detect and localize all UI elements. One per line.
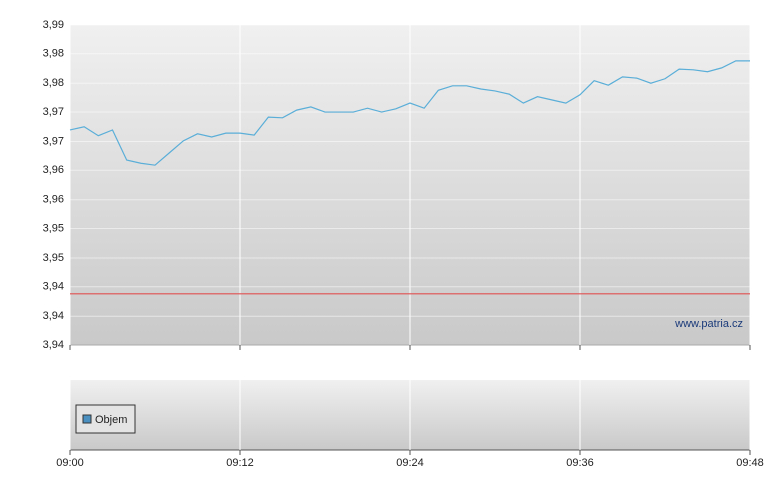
y-tick-label: 3,98 — [43, 77, 64, 89]
y-tick-label: 3,97 — [43, 135, 64, 147]
x-tick-label: 09:48 — [736, 457, 764, 469]
y-tick-label: 3,94 — [43, 310, 64, 322]
legend-box — [75, 404, 136, 434]
y-tick-label: 3,99 — [43, 19, 64, 31]
y-tick-label: 3,97 — [43, 106, 64, 118]
y-tick-label: 3,94 — [43, 339, 64, 351]
y-tick-label: 3,95 — [43, 222, 64, 234]
price-line — [69, 60, 750, 166]
y-tick-label: 3,96 — [43, 164, 64, 176]
x-tick-label: 09:12 — [226, 457, 254, 469]
y-tick-label: 3,95 — [43, 252, 64, 264]
legend-swatch — [82, 414, 92, 424]
y-tick-label: 3,96 — [43, 194, 64, 206]
legend-label: Objem — [95, 414, 127, 426]
watermark: www.patria.cz — [674, 318, 743, 330]
x-tick-label: 09:36 — [566, 457, 594, 469]
x-tick-label: 09:24 — [396, 457, 424, 469]
y-tick-label: 3,94 — [43, 281, 64, 293]
x-tick-label: 09:00 — [56, 457, 84, 469]
y-tick-label: 3,98 — [43, 48, 64, 60]
